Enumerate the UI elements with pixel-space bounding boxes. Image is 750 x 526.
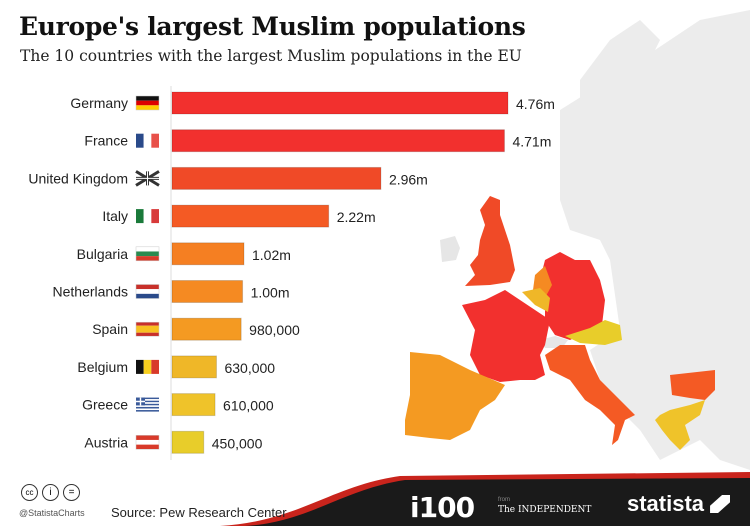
chart-subtitle: The 10 countries with the largest Muslim… [20,47,522,65]
category-label: United Kingdom [28,170,128,186]
category-label: Bulgaria [77,246,129,262]
value-label: 4.76m [516,96,555,112]
italy-flag [136,209,159,224]
i100-logo: i100 [410,491,475,524]
statista-wordmark: statista [627,491,705,516]
austria-flag [135,435,160,450]
category-label: Austria [84,434,128,450]
bar [171,204,330,228]
category-label: Belgium [77,359,128,375]
value-label: 1.00m [251,285,290,301]
license-icons: cc i = [21,484,80,501]
bar [171,166,382,190]
map-belgium [522,288,550,312]
bar [171,355,217,379]
value-label: 1.02m [252,247,291,263]
bar [171,280,244,303]
map-uk [465,196,515,286]
statista-logo: statista [627,491,731,517]
independent-logo: The INDEPENDENT [498,505,592,515]
bar-row: Netherlands 1.00m [53,280,290,303]
cc-icon: cc [21,484,38,501]
value-label: 2.22m [337,209,376,225]
belgium-flag [136,359,159,374]
greece-flag [136,397,159,412]
bar [171,317,242,341]
spain-flag [135,321,160,337]
value-label: 630,000 [224,360,275,376]
category-label: Netherlands [53,284,129,300]
france-flag [136,133,159,148]
twitter-handle: @StatistaCharts [19,508,85,518]
footer-band [220,472,750,526]
germany-flag [135,95,160,111]
map-germany [540,252,605,340]
bar-chart: Germany 4.76m France 4.71m United Kingdom 2.9… [28,86,555,460]
bar [171,91,509,115]
bar [171,242,245,266]
category-label: Germany [70,95,128,111]
bar [171,129,505,153]
value-label: 450,000 [212,435,263,451]
chart-title: Europe's largest Muslim populations [19,12,526,41]
bar-row: United Kingdom 2.96m [28,166,428,190]
no-derivatives-icon: = [63,484,80,501]
bar [171,393,216,417]
bar-row: Belgium 630,000 [77,355,275,379]
value-label: 980,000 [249,322,300,338]
bar-row: Germany 4.76m [70,91,555,115]
map-ireland [440,236,460,262]
bar-row: Italy 2.22m [102,204,376,228]
bar-row: Bulgaria 1.02m [77,242,291,266]
bar-row: Austria 450,000 [84,430,263,454]
category-label: Spain [92,321,128,337]
map-spain [405,352,505,440]
uk-flag [135,170,160,187]
statista-icon [710,495,731,513]
value-label: 2.96m [389,171,428,187]
attribution-icon: i [42,484,59,501]
bar-row: Greece 610,000 [82,393,274,417]
map-france [462,290,550,382]
from-label: from [498,497,510,503]
map-italy [545,345,635,445]
map-scandinavia [580,20,660,150]
category-label: Italy [102,208,128,224]
source-note: Source: Pew Research Center [111,505,287,520]
bar-row: France 4.71m [84,129,551,153]
map-greece [655,400,705,450]
bar-row: Spain 980,000 [92,317,300,341]
bar [171,430,205,454]
map-austria [565,320,622,345]
netherlands-flag [135,284,160,299]
category-label: Greece [82,397,128,413]
value-label: 4.71m [512,134,551,150]
bulgaria-flag [135,246,160,262]
map-bulgaria [670,370,715,400]
category-label: France [84,133,128,149]
value-label: 610,000 [223,398,274,414]
